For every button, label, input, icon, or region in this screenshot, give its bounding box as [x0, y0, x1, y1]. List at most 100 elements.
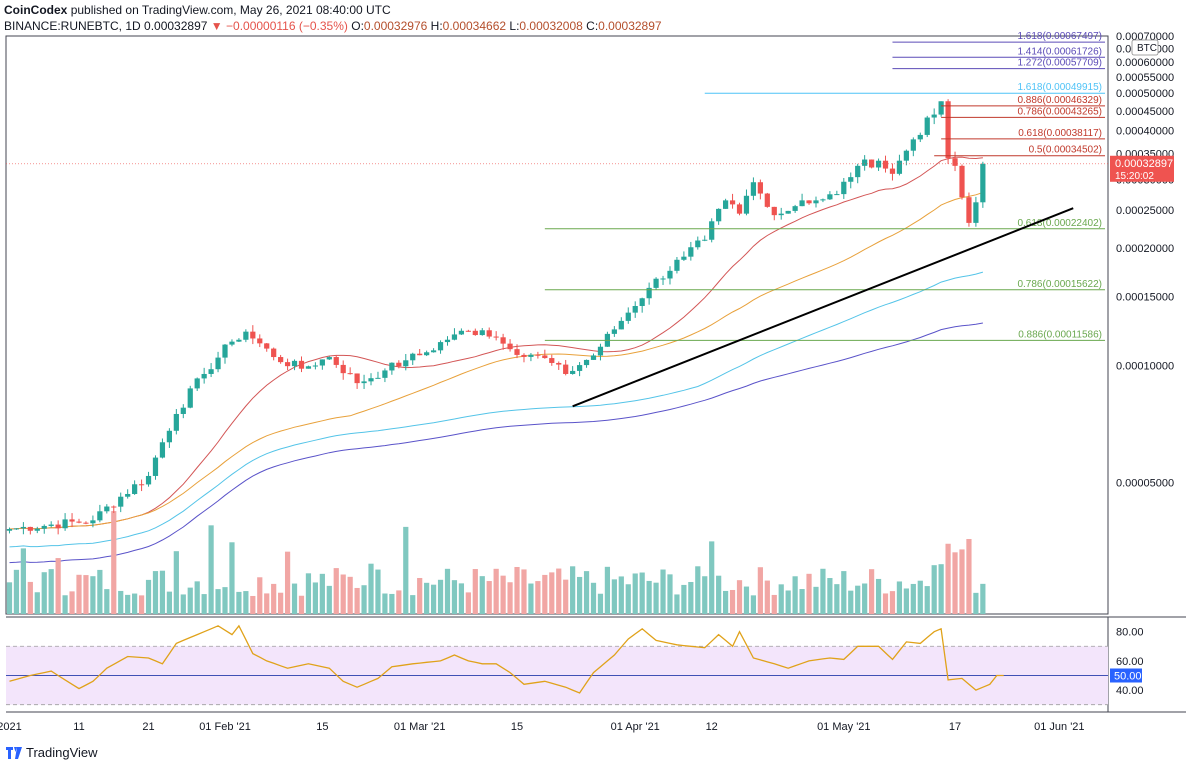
candle-body: [222, 344, 228, 358]
candles: [6, 99, 986, 535]
candle-body: [980, 163, 986, 203]
candle-body: [848, 177, 854, 182]
candle-body: [208, 369, 214, 374]
candle-body: [97, 511, 103, 521]
volume-bar: [882, 593, 889, 614]
volume-bar: [382, 593, 388, 614]
volume-bar: [785, 590, 791, 614]
volume-bar: [90, 576, 96, 614]
publisher[interactable]: CoinCodex: [4, 3, 68, 17]
volume-bar: [959, 549, 965, 614]
candle-body: [403, 360, 409, 367]
candle-body: [632, 306, 638, 313]
candle-body: [83, 522, 89, 524]
volume-bar: [354, 587, 360, 614]
volume-bar: [646, 580, 652, 614]
candle-body: [688, 247, 694, 257]
ma-20-line: [9, 156, 983, 530]
candle-body: [757, 182, 763, 194]
candle-body: [583, 359, 590, 366]
volume-bar: [76, 574, 82, 614]
volume-bar: [771, 594, 777, 614]
candle-body: [896, 160, 903, 174]
volume-bar: [924, 586, 930, 614]
rsi-tick-label: 80.00: [1116, 627, 1144, 639]
symbol-line: BINANCE:RUNEBTC, 1D 0.00032897 ▼ −0.0000…: [4, 19, 662, 33]
volume-bar: [716, 575, 722, 614]
moving-averages: [9, 156, 984, 564]
fib-label: 0.786(0.00015622): [1017, 279, 1102, 290]
volume-bar: [514, 566, 520, 614]
candle-body: [889, 168, 896, 174]
candle-body: [973, 202, 979, 223]
fib-label: 0.5(0.00034502): [1029, 145, 1102, 156]
y-tick-label: 0.00070000: [1116, 31, 1174, 43]
volume-bar: [125, 594, 131, 614]
volume-bar: [896, 581, 903, 614]
candle-body: [229, 341, 235, 345]
candle-body: [570, 370, 576, 374]
volume-bar: [820, 568, 826, 614]
volume-bar: [430, 584, 437, 614]
candle-body: [62, 519, 68, 529]
volume-bar: [722, 590, 729, 614]
ma-50-line: [9, 192, 984, 530]
candle-body: [410, 353, 416, 361]
volume-bar: [55, 558, 61, 614]
last-price: 0.00032897: [144, 19, 208, 33]
candle-body: [882, 160, 889, 169]
candle-body: [465, 330, 471, 332]
fib-label: 0.786(0.00043265): [1017, 106, 1102, 117]
volume-bar: [938, 564, 944, 614]
volume-bar: [173, 551, 179, 614]
tradingview-footer[interactable]: TradingView: [6, 745, 98, 760]
candle-body: [145, 475, 152, 485]
volume-bar: [319, 573, 325, 614]
volume-bar: [521, 569, 527, 614]
candle-body: [792, 206, 798, 211]
candle-body: [646, 287, 652, 299]
candle-body: [472, 330, 478, 336]
tradingview-brand: TradingView: [26, 745, 98, 760]
volume-bar: [980, 583, 986, 614]
volume-bar: [194, 581, 200, 614]
candle-body: [347, 373, 353, 375]
y-tick-label: 0.00060000: [1116, 57, 1174, 69]
rsi-current-label: 50.00: [1114, 670, 1142, 682]
x-tick-label: 21: [142, 721, 154, 733]
price-chart[interactable]: 0.000700000.000650000.000600000.00055000…: [0, 0, 1186, 740]
volume-bar: [611, 579, 617, 614]
volume-bar: [145, 579, 152, 614]
candle-body: [180, 407, 186, 414]
volume-bar: [507, 582, 513, 614]
volume-bar: [361, 585, 367, 614]
candle-body: [966, 197, 972, 223]
volume-bar: [556, 568, 562, 614]
volume-bar: [834, 584, 840, 614]
candle-body: [959, 165, 965, 198]
candle-body: [340, 364, 346, 374]
volume-bar: [535, 581, 541, 614]
candle-body: [611, 329, 617, 334]
volume-bar: [201, 594, 207, 614]
candle-body: [243, 331, 249, 340]
volume-bar: [250, 595, 256, 614]
volume-bar: [792, 576, 798, 614]
candle-body: [271, 348, 277, 358]
volume-bar: [138, 595, 145, 614]
candle-body: [736, 204, 743, 214]
volume-bar: [869, 569, 875, 614]
volume-bar: [806, 573, 812, 614]
volume-bar: [312, 582, 319, 614]
volume-bar: [166, 591, 172, 614]
candle-body: [653, 278, 659, 288]
candle-body: [264, 343, 270, 349]
volume-bar: [479, 576, 485, 614]
candle-body: [493, 336, 499, 338]
symbol[interactable]: BINANCE:RUNEBTC, 1D: [4, 19, 141, 33]
candle-body: [319, 359, 325, 366]
open-label: O:: [351, 19, 364, 33]
candle-body: [6, 529, 13, 531]
candle-body: [542, 355, 548, 359]
volume-bar: [966, 538, 972, 614]
